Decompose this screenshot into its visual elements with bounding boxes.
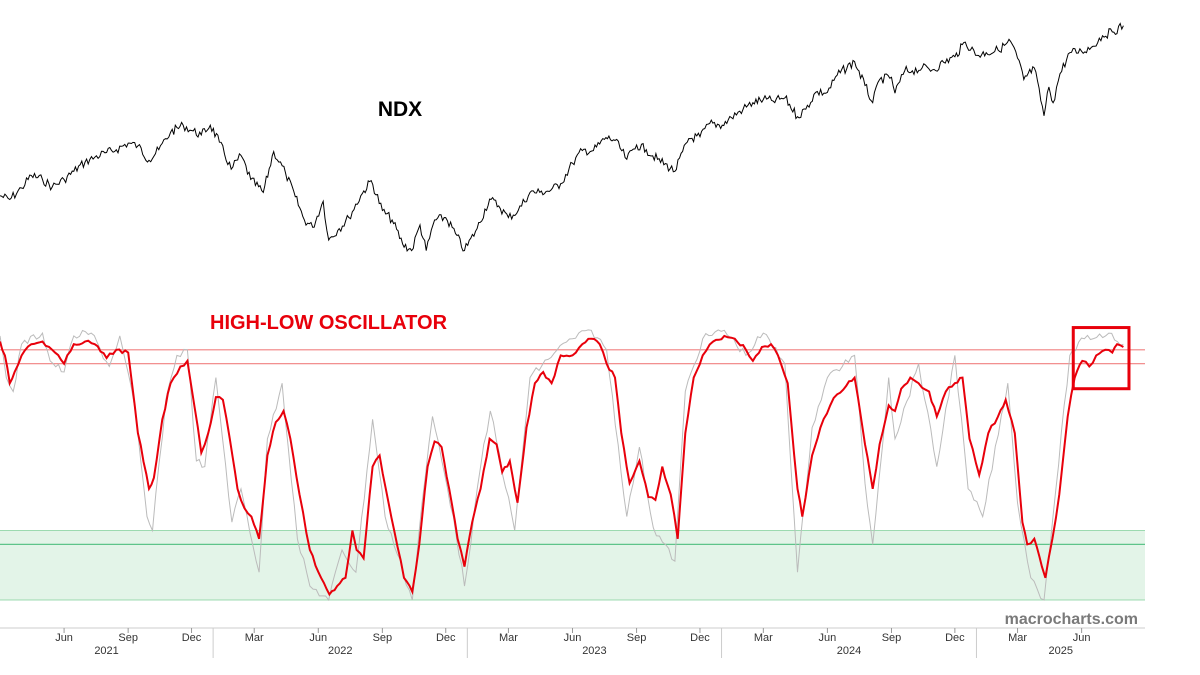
x-tick-label: Sep [627,632,647,644]
x-year-label: 2021 [94,645,118,657]
x-tick-label: Jun [309,632,327,644]
x-tick-label: Jun [55,632,73,644]
x-tick-label: Mar [499,632,518,644]
oscillator-raw-line [0,329,1124,602]
ndx-price-line [0,22,1124,252]
oversold-band [0,530,1145,600]
watermark: macrocharts.com [1005,611,1138,628]
x-tick-label: Mar [1008,632,1027,644]
highlight-box [1071,326,1131,391]
x-year-label: 2022 [328,645,352,657]
x-tick-label: Jun [564,632,582,644]
x-year-label: 2024 [837,645,861,657]
year-labels: 2021 2022 2023 2024 2025 [94,628,1073,658]
x-tick-label: Sep [118,632,138,644]
ndx-title: NDX [378,98,422,121]
x-tick-label: Dec [436,632,456,644]
x-tick-label: Sep [882,632,902,644]
x-year-label: 2023 [582,645,606,657]
month-ticks: Jun Sep Dec Mar Jun Sep Dec Mar Jun Sep Dec Mar Jun S… [55,628,1090,644]
x-tick-label: Jun [819,632,837,644]
x-tick-label: Mar [245,632,264,644]
x-tick-label: Dec [182,632,202,644]
ndx-panel: NDX [0,22,1124,252]
x-tick-label: Jun [1073,632,1091,644]
x-tick-label: Sep [373,632,393,644]
x-axis: Jun Sep Dec Mar Jun Sep Dec Mar Jun Sep Dec Mar Jun S… [0,627,1145,658]
x-tick-label: Mar [754,632,773,644]
oscillator-smoothed-line [0,334,1124,597]
x-tick-label: Dec [945,632,965,644]
x-tick-label: Dec [690,632,710,644]
oscillator-title: HIGH-LOW OSCILLATOR [210,312,448,334]
x-year-label: 2025 [1048,645,1072,657]
oscillator-panel: HIGH-LOW OSCILLATOR [0,312,1145,602]
